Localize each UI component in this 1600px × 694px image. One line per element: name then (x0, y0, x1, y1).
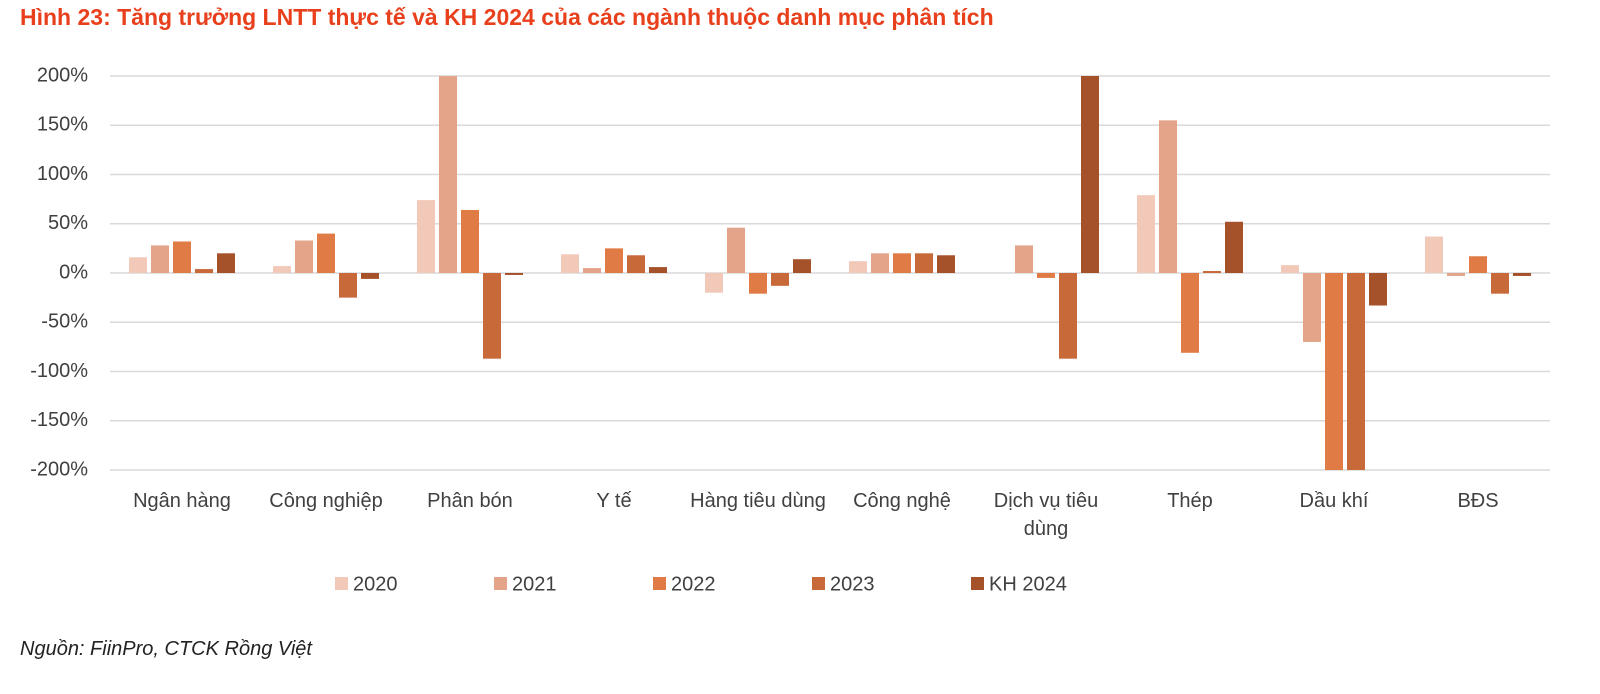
source-note: Nguồn: FiinPro, CTCK Rồng Việt (20, 638, 312, 660)
legend-swatch (971, 577, 984, 590)
bar (1491, 273, 1509, 294)
bar (1369, 273, 1387, 306)
y-tick-label: 150% (37, 114, 88, 136)
bar (151, 245, 169, 273)
x-tick-label: Hàng tiêu dùng (690, 490, 826, 512)
bar (1347, 273, 1365, 470)
bar (583, 268, 601, 273)
bar (1037, 273, 1055, 278)
x-tick-label: Ngân hàng (133, 490, 231, 512)
bar (273, 266, 291, 273)
bar (871, 253, 889, 273)
bar (1137, 195, 1155, 273)
chart-title: Hình 23: Tăng trưởng LNTT thực tế và KH … (20, 4, 994, 30)
bar (605, 248, 623, 273)
bar (195, 269, 213, 273)
bar (1015, 245, 1033, 273)
x-tick-label: Dầu khí (1299, 490, 1369, 512)
bar (705, 273, 723, 293)
bar (1181, 273, 1199, 353)
x-tick-label: Phân bón (427, 490, 513, 512)
bar (1513, 273, 1531, 276)
x-tick-label: Thép (1167, 490, 1213, 512)
bar (1059, 273, 1077, 359)
y-tick-label: -100% (30, 360, 88, 382)
bar (483, 273, 501, 359)
y-tick-label: -150% (30, 409, 88, 431)
bar (1325, 273, 1343, 470)
bar (217, 253, 235, 273)
bar (295, 240, 313, 273)
bar (793, 259, 811, 273)
x-tick-label: Y tế (596, 490, 632, 512)
bar (649, 267, 667, 273)
y-tick-label: 0% (59, 261, 88, 283)
legend-label: KH 2024 (989, 573, 1067, 595)
bar (1159, 120, 1177, 273)
y-tick-label: 50% (48, 212, 88, 234)
bar (1447, 273, 1465, 276)
bar (339, 273, 357, 298)
bar (749, 273, 767, 294)
y-tick-label: 100% (37, 163, 88, 185)
bar (849, 261, 867, 273)
x-tick-label: Dịch vụ tiêu dùng (993, 490, 1099, 540)
bar (727, 227, 745, 273)
bar (1225, 221, 1243, 273)
bar (439, 76, 457, 273)
bar (771, 273, 789, 286)
legend-label: 2023 (830, 573, 875, 595)
bar (505, 273, 523, 275)
bar (915, 253, 933, 273)
y-tick-label: -50% (41, 311, 88, 333)
y-tick-label: 200% (37, 64, 88, 86)
bar (893, 253, 911, 273)
bar (317, 233, 335, 273)
bar (1081, 76, 1099, 273)
x-tick-label: Công nghiệp (269, 490, 383, 512)
bar (417, 200, 435, 273)
bar (627, 255, 645, 273)
bar (361, 273, 379, 279)
legend-swatch (335, 577, 348, 590)
bar (1303, 273, 1321, 342)
bar (129, 257, 147, 273)
y-tick-label: -200% (30, 458, 88, 480)
bar (1281, 265, 1299, 273)
bar (1203, 271, 1221, 273)
legend-label: 2020 (353, 573, 398, 595)
bar (1469, 256, 1487, 273)
x-tick-label: BĐS (1457, 490, 1499, 512)
bar (1425, 236, 1443, 273)
bar (561, 254, 579, 273)
bar (173, 241, 191, 273)
legend-swatch (812, 577, 825, 590)
x-tick-label: Công nghệ (853, 490, 951, 512)
legend-swatch (494, 577, 507, 590)
legend-label: 2022 (671, 573, 716, 595)
bar (937, 255, 955, 273)
legend-swatch (653, 577, 666, 590)
legend-label: 2021 (512, 573, 557, 595)
bar (461, 209, 479, 273)
